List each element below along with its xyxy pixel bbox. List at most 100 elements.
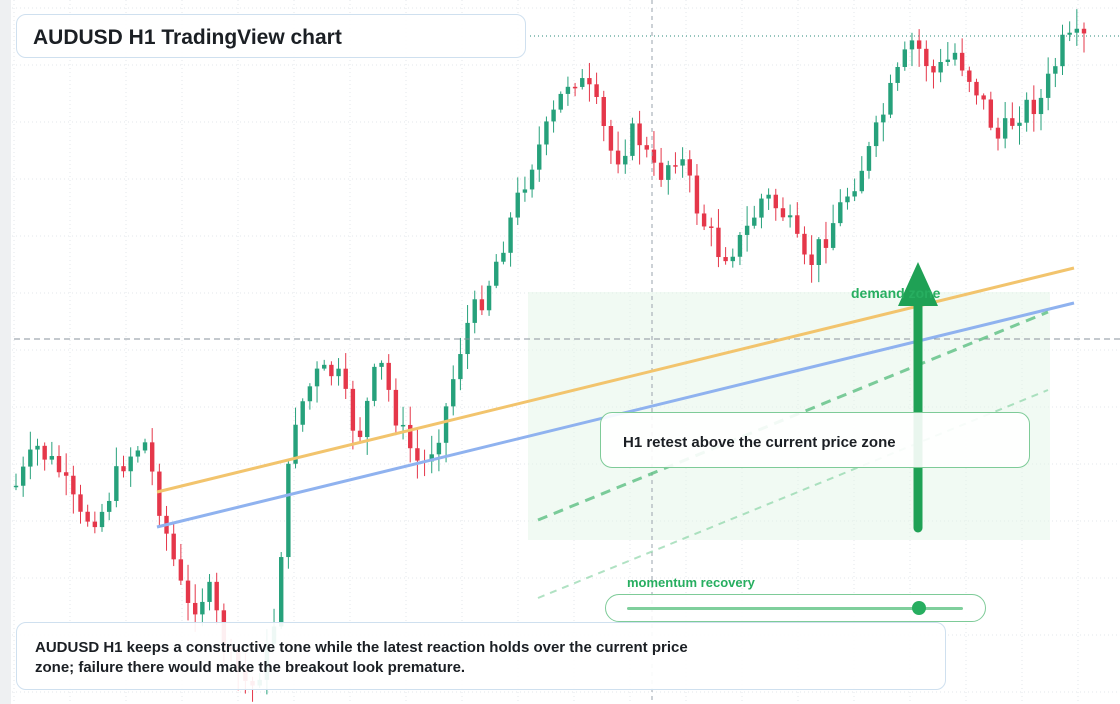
- candle-down: [479, 299, 485, 311]
- candle-down: [386, 362, 391, 390]
- candle-up: [529, 169, 535, 190]
- candle-up: [128, 456, 133, 472]
- candle-up: [845, 196, 850, 203]
- candle-down: [78, 494, 83, 512]
- candle-up: [379, 362, 384, 367]
- candle-down: [981, 95, 986, 100]
- candle-up: [458, 354, 463, 380]
- candle-up: [35, 445, 40, 450]
- candle-up: [472, 299, 477, 323]
- candle-up: [286, 463, 291, 558]
- candle-down: [350, 388, 356, 431]
- candle-up: [293, 424, 298, 464]
- candle-up: [759, 198, 764, 218]
- candle-down: [178, 559, 184, 581]
- candle-up: [1074, 28, 1080, 33]
- candle-up: [106, 500, 112, 512]
- candle-down: [709, 226, 714, 228]
- candle-down: [795, 215, 800, 234]
- candle-up: [142, 442, 148, 451]
- candle-down: [343, 368, 348, 389]
- momentum-track: [627, 607, 963, 610]
- candle-down: [967, 70, 972, 82]
- candle-up: [866, 146, 872, 171]
- momentum-knob: [912, 601, 927, 615]
- candle-up: [859, 170, 864, 192]
- candle-down: [687, 159, 692, 176]
- candle-up: [49, 456, 55, 460]
- candle-down: [56, 456, 62, 473]
- candle-down: [92, 521, 98, 528]
- candle-down: [357, 430, 363, 438]
- candle-up: [1060, 34, 1065, 67]
- candle-up: [436, 442, 442, 455]
- candle-down: [644, 145, 649, 150]
- candle-up: [314, 368, 320, 387]
- candle-up: [895, 66, 900, 83]
- candle-up: [737, 234, 743, 257]
- candle-down: [723, 257, 728, 262]
- candle-up: [28, 449, 33, 467]
- candle-down: [594, 84, 599, 97]
- candle-up: [623, 155, 628, 165]
- candle-down: [1031, 99, 1037, 115]
- candle-up: [508, 217, 513, 253]
- candle-up: [873, 122, 879, 147]
- candle-down: [393, 389, 399, 426]
- candle-down: [185, 580, 191, 603]
- candle-up: [838, 202, 843, 224]
- candle-up: [522, 189, 528, 193]
- candle-up: [881, 114, 886, 123]
- candle-up: [580, 78, 585, 87]
- candle-up: [787, 215, 793, 218]
- summary-text: AUDUSD H1 keeps a constructive tone whil…: [35, 639, 688, 676]
- candle-down: [1081, 28, 1087, 34]
- candle-down: [780, 208, 786, 218]
- candle-up: [1017, 122, 1022, 126]
- title-card: AUDUSD H1 TradingView chart: [16, 14, 526, 58]
- candle-down: [637, 123, 642, 146]
- candle-down: [149, 442, 155, 472]
- candle-up: [372, 366, 377, 401]
- demand-zone-label: demand zone: [851, 285, 941, 301]
- chart-title: AUDUSD H1 TradingView chart: [33, 26, 342, 49]
- candle-up: [465, 322, 470, 355]
- candle-up: [888, 82, 893, 115]
- candle-up: [114, 466, 119, 501]
- candle-up: [680, 159, 685, 166]
- candle-down: [192, 602, 198, 615]
- candle-down: [608, 126, 614, 151]
- momentum-slider: [605, 594, 986, 622]
- candle-up: [902, 49, 908, 67]
- left-axis-strip: [0, 0, 11, 704]
- candle-down: [1010, 118, 1015, 126]
- candle-up: [744, 225, 750, 235]
- candle-up: [952, 52, 958, 60]
- candle-up: [515, 192, 520, 218]
- candle-up: [494, 261, 499, 286]
- candle-down: [415, 448, 420, 461]
- candle-up: [400, 424, 406, 427]
- candle-down: [823, 239, 829, 248]
- candle-up: [200, 601, 205, 615]
- candles: [13, 9, 1087, 702]
- candle-down: [924, 48, 929, 67]
- candle-up: [565, 86, 571, 94]
- candle-up: [322, 364, 327, 369]
- candle-down: [214, 581, 219, 611]
- candle-up: [279, 557, 284, 627]
- candle-up: [451, 379, 456, 407]
- candle-down: [601, 96, 606, 127]
- candle-up: [766, 194, 771, 199]
- candle-down: [615, 150, 621, 165]
- candle-up: [630, 123, 635, 156]
- candle-up: [443, 406, 449, 443]
- candle-down: [63, 472, 69, 476]
- candle-up: [300, 401, 305, 425]
- candle-up: [1053, 66, 1058, 74]
- candle-up: [544, 121, 549, 145]
- candle-down: [71, 475, 76, 495]
- candle-up: [558, 93, 563, 110]
- candle-down: [974, 81, 979, 96]
- candle-down: [587, 78, 592, 85]
